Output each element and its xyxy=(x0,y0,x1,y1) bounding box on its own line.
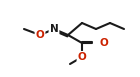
Text: O: O xyxy=(78,52,86,62)
Text: N: N xyxy=(50,24,58,34)
Text: O: O xyxy=(36,30,44,40)
Text: O: O xyxy=(100,38,109,48)
